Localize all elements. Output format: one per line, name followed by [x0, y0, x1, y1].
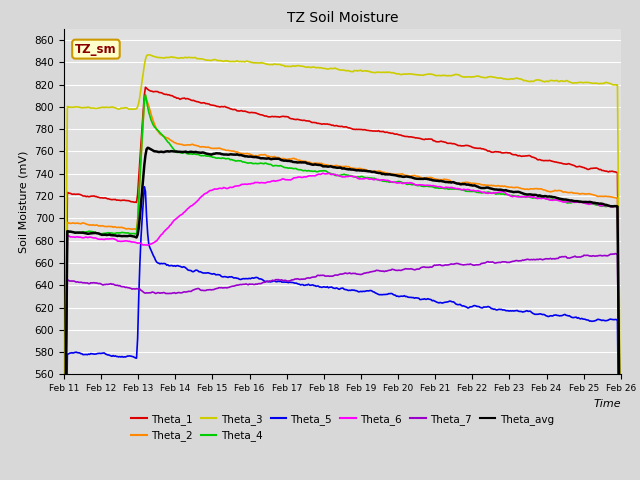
Theta_7 [611, 251, 619, 256]
Theta_5 [141, 184, 148, 190]
Theta_4 [141, 92, 149, 97]
Theta_4 [329, 171, 337, 177]
Line: Theta_7: Theta_7 [64, 253, 621, 480]
Theta_4 [326, 170, 333, 176]
Theta_2 [518, 186, 525, 192]
Theta_1 [518, 154, 525, 159]
Line: Theta_1: Theta_1 [64, 87, 621, 480]
Theta_avg [329, 164, 337, 170]
Theta_5 [393, 293, 401, 299]
Theta_4 [605, 204, 612, 209]
Line: Theta_4: Theta_4 [64, 95, 621, 480]
Theta_1 [329, 122, 337, 128]
Line: Theta_3: Theta_3 [64, 55, 621, 480]
Theta_avg [144, 145, 152, 151]
Theta_3 [329, 66, 337, 72]
Y-axis label: Soil Moisture (mV): Soil Moisture (mV) [19, 150, 29, 253]
Line: Theta_6: Theta_6 [64, 173, 621, 480]
Theta_4 [362, 175, 370, 180]
Theta_3 [393, 71, 401, 77]
Theta_7 [392, 267, 399, 273]
Theta_1 [141, 84, 149, 90]
Theta_5 [326, 284, 333, 290]
Theta_6 [362, 175, 370, 181]
Theta_3 [362, 68, 370, 74]
Theta_6 [319, 170, 326, 176]
Line: Theta_avg: Theta_avg [64, 148, 621, 480]
Theta_avg [393, 173, 401, 179]
Theta_5 [605, 317, 612, 323]
Theta_3 [144, 52, 152, 58]
Theta_6 [326, 171, 333, 177]
Theta_5 [518, 309, 525, 314]
Theta_avg [518, 190, 525, 196]
Theta_3 [617, 474, 625, 480]
Theta_2 [605, 193, 612, 199]
Theta_1 [605, 169, 612, 175]
Theta_avg [326, 164, 333, 169]
Theta_7 [604, 253, 611, 259]
Theta_3 [605, 80, 612, 86]
Theta_7 [328, 273, 335, 279]
Theta_2 [329, 163, 337, 168]
Theta_avg [362, 168, 370, 174]
Text: TZ_sm: TZ_sm [75, 43, 116, 56]
Theta_2 [326, 163, 333, 169]
Theta_3 [518, 76, 525, 82]
Legend: Theta_1, Theta_2, Theta_3, Theta_4, Theta_5, Theta_6, Theta_7, Theta_avg: Theta_1, Theta_2, Theta_3, Theta_4, Thet… [127, 410, 558, 445]
Theta_7 [516, 258, 524, 264]
Theta_2 [362, 167, 370, 173]
Theta_6 [329, 171, 337, 177]
Theta_7 [324, 273, 332, 279]
Theta_6 [605, 204, 612, 209]
Theta_1 [393, 131, 401, 137]
Theta_1 [362, 127, 370, 133]
Theta_5 [329, 285, 337, 291]
Theta_3 [326, 66, 333, 72]
Line: Theta_2: Theta_2 [64, 96, 621, 480]
Theta_avg [605, 203, 612, 208]
Theta_6 [518, 194, 525, 200]
Theta_6 [393, 180, 401, 186]
Theta_1 [326, 121, 333, 127]
Theta_5 [362, 288, 370, 294]
Theta_2 [141, 93, 149, 99]
Theta_2 [393, 171, 401, 177]
Theta_4 [393, 179, 401, 185]
Title: TZ Soil Moisture: TZ Soil Moisture [287, 11, 398, 25]
X-axis label: Time: Time [593, 399, 621, 408]
Theta_7 [362, 270, 369, 276]
Line: Theta_5: Theta_5 [64, 187, 621, 480]
Theta_4 [518, 194, 525, 200]
